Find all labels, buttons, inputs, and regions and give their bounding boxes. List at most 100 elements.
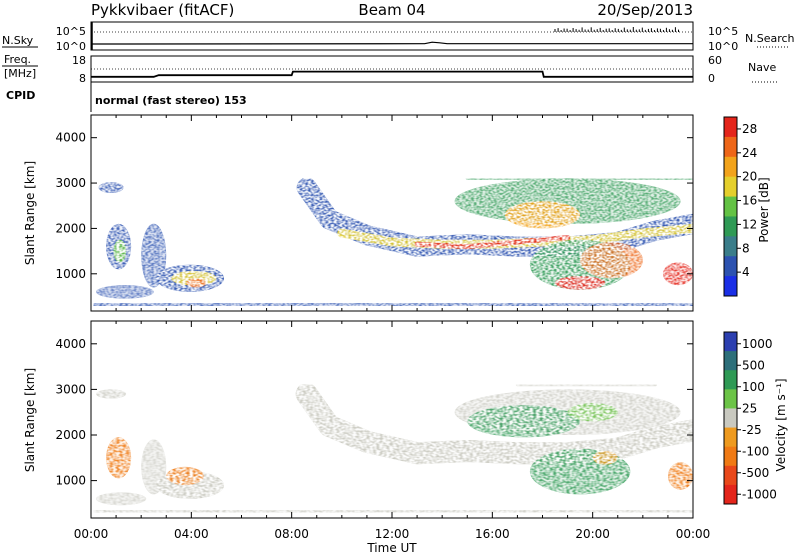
colorbar-tick-label: 1000: [742, 337, 773, 351]
nsearch-tick-bottom: 10^0: [708, 40, 738, 53]
y-tick-label: 2000: [55, 428, 86, 442]
power-data: [91, 177, 693, 309]
colorbar-segment: [724, 136, 737, 158]
echo-region: [592, 451, 618, 465]
colorbar-frame: [723, 331, 738, 505]
x-tick-label: 20:00: [575, 527, 610, 541]
colorbar-segment: [724, 176, 737, 197]
freq-tick-bottom: 8: [79, 72, 86, 85]
colorbar-tick-label: 24: [742, 146, 757, 160]
freq-line: [91, 70, 693, 78]
y-tick-label: 2000: [55, 221, 86, 235]
x-tick-label: 08:00: [274, 527, 309, 541]
power-x-ticks: [90, 115, 694, 311]
colorbar-segment: [724, 156, 737, 178]
echo-region: [141, 223, 167, 288]
cpid-text: normal (fast stereo) 153: [95, 94, 247, 107]
nave-tick-top: 60: [708, 54, 722, 67]
colorbar-segment: [724, 370, 737, 390]
nsky-tick-bottom: 10^0: [56, 40, 86, 53]
nsky-label: N.Sky: [2, 34, 34, 47]
colorbar-segment: [724, 256, 737, 277]
colorbar-segment: [724, 332, 737, 352]
velocity-ylabel: Slant Range [km]: [23, 368, 37, 472]
echo-region: [555, 276, 606, 290]
echo-region: [580, 242, 643, 279]
colorbar-segment: [724, 484, 737, 505]
y-tick-label: 4000: [55, 131, 86, 145]
date-title: 20/Sep/2013: [597, 1, 693, 19]
x-tick-label: 16:00: [475, 527, 510, 541]
freq-label: Freq.: [4, 53, 31, 66]
colorbar-segment: [724, 351, 737, 371]
freq-unit: [MHz]: [4, 67, 36, 80]
station-title: Pykkvibaer (fitACF): [91, 1, 234, 19]
colorbar-frame: [723, 116, 738, 297]
colorbar-tick-label: -25: [742, 423, 762, 437]
freq-tick-top: 18: [72, 54, 86, 67]
colorbar-segment: [724, 196, 737, 217]
power-colorbar-label: Power [dB]: [757, 177, 771, 242]
x-tick-label: 00:00: [74, 527, 109, 541]
y-tick-label: 3000: [55, 176, 86, 190]
colorbar-tick-label: 25: [742, 401, 757, 415]
colorbar-tick-label: 500: [742, 358, 765, 372]
colorbar-tick-label: 12: [742, 217, 757, 231]
echo-region: [106, 437, 132, 479]
velocity-x-axis: 00:00 04:00 08:00 12:00 16:00 20:00 00:00: [74, 321, 711, 541]
echo-region: [567, 403, 618, 422]
nsearch-label: N.Search: [745, 32, 795, 45]
nsky-line: [90, 41, 693, 45]
y-tick-label: 1000: [55, 474, 86, 488]
colorbar-tick-label: 28: [742, 122, 757, 136]
colorbar-segment: [724, 117, 737, 138]
power-colorbar: 4 8 12 16 20 24 28: [723, 116, 757, 297]
echo-region: [504, 201, 581, 229]
echo-band: [295, 383, 693, 465]
echo-region: [96, 492, 147, 506]
time-axis-label: Time UT: [366, 541, 417, 554]
colorbar-segment: [724, 236, 737, 257]
power-ylabel: Slant Range [km]: [23, 161, 37, 265]
echo-region: [186, 278, 207, 288]
nave-label: Nave: [748, 61, 776, 74]
velocity-colorbar-label: Velocity [m s⁻¹]: [774, 378, 788, 471]
echo-region: [98, 182, 124, 194]
nave-tick-bottom: 0: [708, 72, 715, 85]
echo-region: [96, 285, 154, 299]
echo-region: [663, 262, 693, 286]
cpid-label: CPID: [6, 89, 35, 102]
colorbar-tick-label: 100: [742, 380, 765, 394]
nsearch-spikes: [554, 27, 679, 32]
velocity-colorbar: 1000 500 100 25 -25 -100 -500 -1000: [723, 331, 777, 505]
beam-title: Beam 04: [358, 1, 425, 19]
colorbar-tick-label: -500: [742, 466, 769, 480]
colorbar-segment: [724, 427, 737, 448]
y-tick-label: 4000: [55, 337, 86, 351]
nsky-panel: [90, 21, 694, 51]
echo-region: [467, 405, 581, 438]
colorbar-segment: [724, 389, 737, 409]
colorbar-tick-label: 4: [742, 265, 750, 279]
velocity-data: [91, 383, 693, 515]
echo-region: [668, 462, 693, 490]
colorbar-segment: [724, 446, 737, 467]
x-tick-label: 12:00: [375, 527, 410, 541]
nsky-tick-top: 10^5: [56, 25, 86, 38]
colorbar-segment: [724, 465, 737, 486]
x-tick-label: 00:00: [676, 527, 711, 541]
colorbar-tick-label: -1000: [742, 487, 777, 501]
colorbar-tick-label: 16: [742, 194, 757, 208]
colorbar-tick-label: -100: [742, 444, 769, 458]
nsearch-tick-top: 10^5: [708, 25, 738, 38]
y-tick-label: 1000: [55, 267, 86, 281]
echo-region: [113, 239, 127, 263]
y-tick-label: 3000: [55, 382, 86, 396]
velocity-y-axis: 1000 2000 3000 4000: [55, 337, 693, 488]
echo-region: [96, 389, 127, 399]
colorbar-tick-label: 20: [742, 170, 757, 184]
colorbar-segment: [724, 216, 737, 237]
colorbar-segment: [724, 276, 737, 297]
x-tick-label: 04:00: [174, 527, 209, 541]
